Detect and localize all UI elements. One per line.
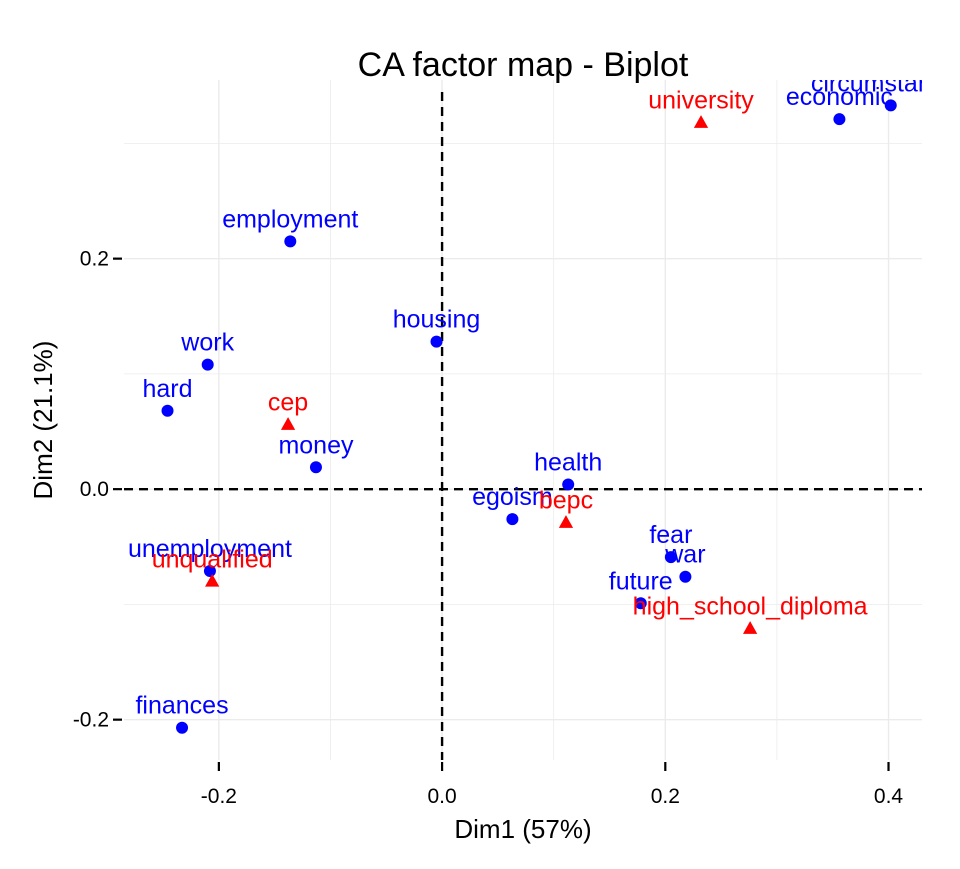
label-economic: economic	[786, 83, 893, 111]
x-tick-label: 0.4	[874, 785, 904, 808]
label-university: university	[648, 87, 754, 115]
point-finances-circle	[176, 721, 189, 734]
label-unqualified: unqualified	[152, 545, 273, 573]
y-tick-label: 0.2	[80, 248, 109, 271]
point-bepc-triangle	[558, 515, 574, 528]
y-tick-label: 0.0	[80, 478, 109, 501]
data-marks	[161, 99, 897, 734]
grid-layer	[124, 80, 922, 760]
point-health-circle	[562, 478, 575, 491]
point-hard-circle	[161, 404, 174, 417]
label-money: money	[278, 431, 354, 459]
label-war: war	[664, 541, 705, 569]
point-future-circle	[634, 597, 647, 610]
point-economic-circle	[833, 113, 846, 126]
label-bepc: bepc	[539, 487, 593, 515]
point-fear-circle	[664, 551, 677, 564]
point-university-triangle	[693, 115, 709, 128]
point-circumstances-circle	[884, 99, 897, 112]
label-work: work	[180, 329, 234, 357]
chart-title: CA factor map - Biplot	[358, 46, 689, 84]
x-axis-title: Dim1 (57%)	[454, 814, 591, 844]
point-housing-circle	[430, 335, 443, 348]
point-egoism-circle	[506, 513, 519, 526]
label-employment: employment	[222, 205, 358, 233]
label-fear: fear	[649, 521, 692, 549]
y-axis-title: Dim2 (21.1%)	[28, 341, 58, 500]
label-high-school-diploma: high_school_diploma	[633, 593, 868, 621]
label-cep: cep	[268, 389, 308, 417]
label-circumstances: circumstances	[811, 69, 960, 97]
point-employment-circle	[284, 235, 297, 248]
label-health: health	[534, 449, 602, 477]
x-tick-label: 0.2	[651, 785, 680, 808]
point-unqualified-triangle	[205, 573, 220, 587]
label-unemployment: unemployment	[128, 535, 292, 563]
label-hard: hard	[143, 375, 193, 403]
label-housing: housing	[393, 306, 481, 334]
label-future: future	[609, 567, 673, 595]
reference-lines	[124, 92, 922, 760]
point-cep-triangle	[280, 417, 296, 430]
point-money-circle	[309, 461, 322, 474]
point-high-school-diploma-triangle	[742, 621, 758, 634]
y-tick-label: -0.2	[73, 709, 109, 732]
x-tick-label: -0.2	[201, 785, 237, 808]
label-finances: finances	[135, 692, 228, 720]
point-work-circle	[201, 358, 214, 371]
point-war-circle	[679, 570, 692, 583]
data-labels: employment work hard housing money health egoi…	[128, 69, 960, 720]
axes: -0.2 0.0 0.2 0.4 -0.2 0.0 0.2	[73, 248, 904, 808]
label-egoism: egoism	[472, 483, 553, 511]
point-unemployment-circle	[203, 564, 216, 577]
x-tick-label: 0.0	[427, 785, 456, 808]
